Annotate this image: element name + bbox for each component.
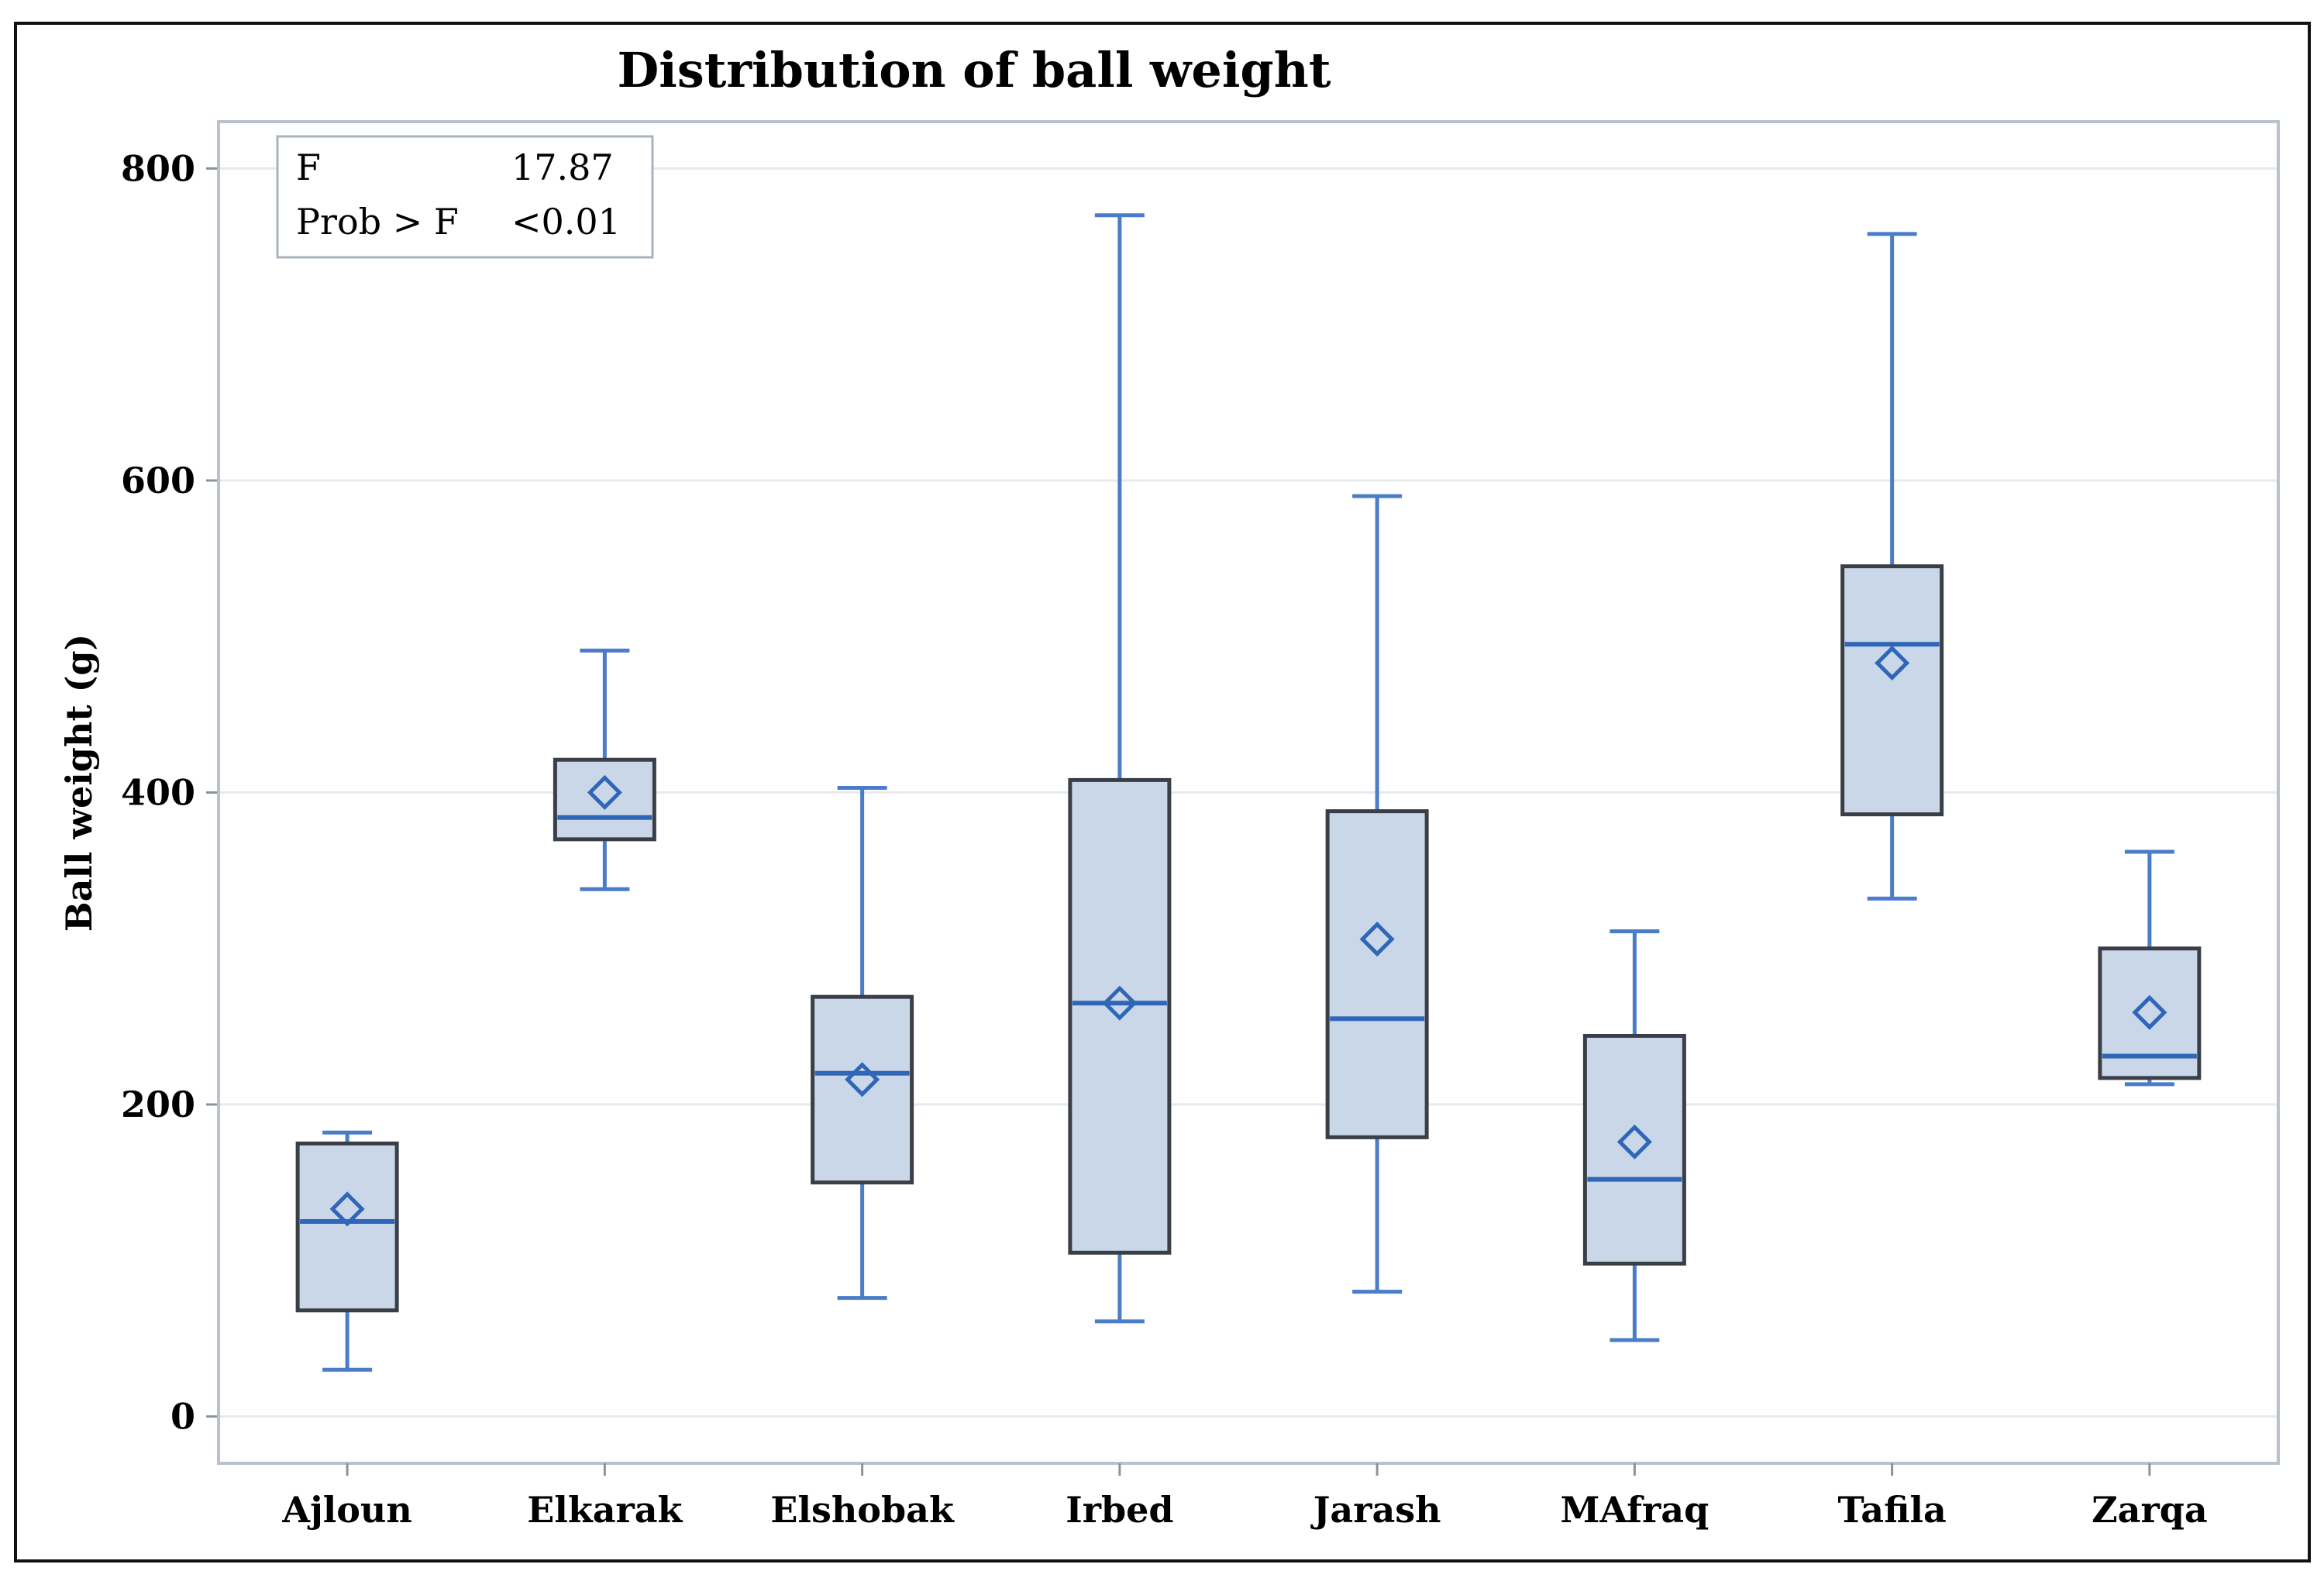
box-jarash: Jarash — [1310, 494, 1441, 1531]
box-tafila: Tafila — [1837, 232, 1947, 1531]
stats-inset-frame — [276, 135, 654, 259]
mean-marker — [845, 1062, 880, 1097]
plot-area: 0 200 400 600 800 Ajloun Elkarak Elshobak Irbed J… — [121, 120, 2280, 1531]
x-tick-label: Tafila — [1837, 1489, 1946, 1531]
y-tick-label: 800 — [121, 147, 195, 189]
chart-title: Distribution of ball weight — [618, 42, 1331, 98]
x-tick-label: Elshobak — [770, 1489, 955, 1531]
x-tick-label: Irbed — [1066, 1489, 1173, 1531]
iqr-box — [811, 994, 914, 1185]
stats-label-f: F — [296, 146, 321, 188]
iqr-box — [1840, 564, 1944, 817]
mean-marker — [1875, 645, 1910, 680]
x-tick-label: Jarash — [1310, 1489, 1441, 1531]
iqr-box — [1325, 809, 1429, 1139]
box-ajloun: Ajloun — [281, 1130, 412, 1531]
mean-marker — [329, 1191, 365, 1227]
x-tick-label: MAfraq — [1560, 1489, 1709, 1531]
box-elkarak: Elkarak — [527, 648, 683, 1531]
box-mafraq: MAfraq — [1560, 929, 1709, 1531]
stats-inset: F 17.87 Prob > F <0.01 — [276, 135, 654, 259]
x-tick-label: Ajloun — [281, 1489, 411, 1531]
box-zarqa: Zarqa — [2092, 849, 2208, 1531]
y-tick-label: 400 — [121, 772, 195, 814]
mean-marker — [2132, 994, 2167, 1030]
y-tick-label: 600 — [121, 460, 195, 501]
x-tick-label: Elkarak — [527, 1489, 683, 1531]
mean-marker — [1102, 985, 1138, 1021]
plot-frame — [217, 120, 2280, 1465]
mean-marker — [587, 774, 622, 811]
box-irbed: Irbed — [1066, 213, 1174, 1531]
y-axis-label: Ball weight (g) — [58, 634, 100, 932]
iqr-box — [295, 1141, 399, 1313]
y-tick-label: 0 — [170, 1396, 195, 1438]
mean-marker — [1359, 922, 1395, 957]
iqr-box — [2098, 946, 2202, 1080]
box-elshobak: Elshobak — [770, 785, 955, 1531]
stats-value-f: 17.87 — [511, 146, 614, 188]
iqr-box — [553, 757, 656, 842]
x-tick-label: Zarqa — [2092, 1489, 2208, 1531]
y-tick-label: 200 — [121, 1084, 195, 1125]
stats-label-prob: Prob > F — [296, 201, 459, 243]
stats-value-prob: <0.01 — [511, 201, 621, 243]
mean-marker — [1616, 1124, 1652, 1159]
iqr-box — [1582, 1033, 1686, 1266]
